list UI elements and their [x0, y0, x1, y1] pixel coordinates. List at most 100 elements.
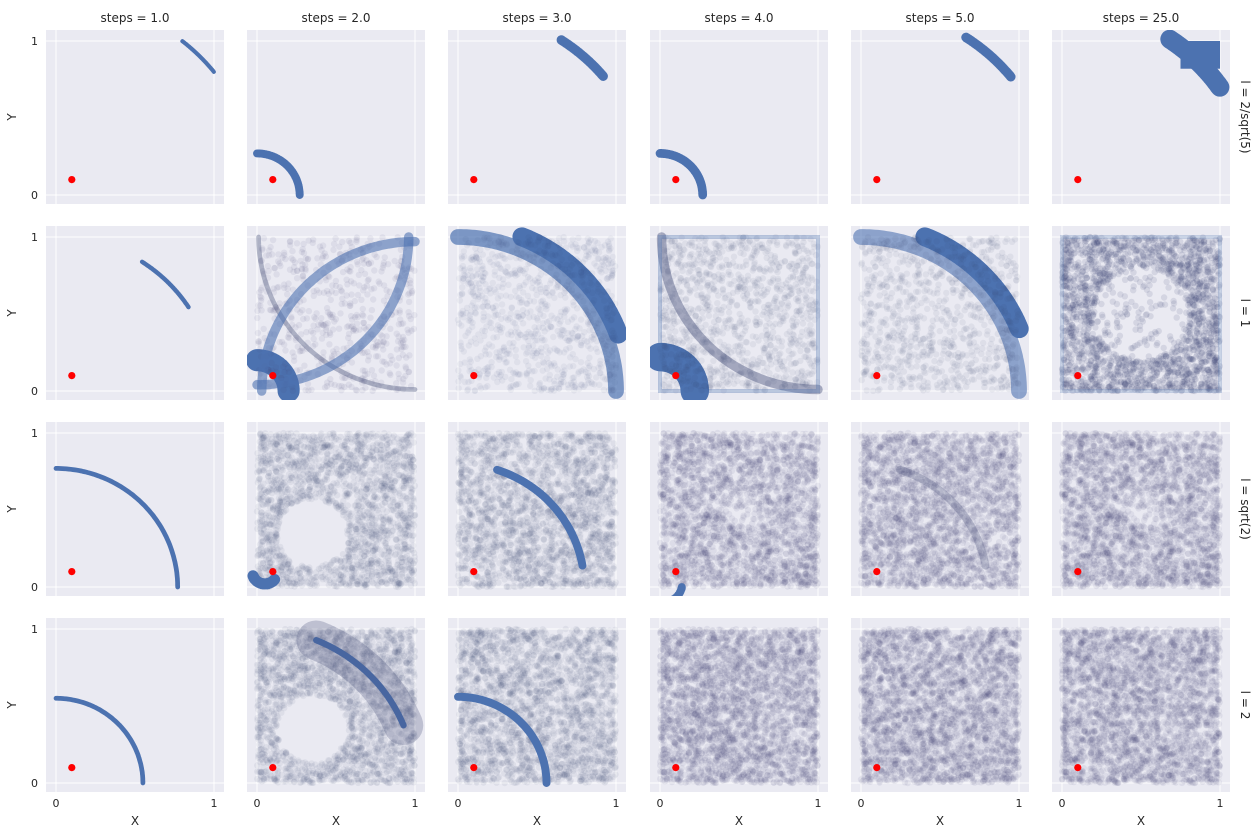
x-tick-label: 1 [815, 797, 822, 810]
y-tick-label: 1 [31, 35, 38, 48]
scatter-cloud [857, 429, 1023, 591]
panel-background [448, 618, 626, 792]
start-point-marker [470, 176, 478, 184]
panel-r2-c5 [1052, 422, 1230, 596]
panel-background [247, 422, 425, 596]
column-label: steps = 25.0 [1103, 11, 1180, 25]
row-label: l = 2/sqrt(5) [1238, 80, 1252, 153]
column-label: steps = 3.0 [503, 11, 572, 25]
x-axis-label: X [1137, 814, 1145, 827]
scatter-cloud [857, 625, 1023, 787]
scatter-cloud [656, 429, 822, 591]
y-axis-label: Y [5, 113, 19, 122]
scatter-cloud [656, 625, 822, 787]
x-tick-label: 1 [1217, 797, 1224, 810]
data-band [53, 466, 181, 590]
scatter-cloud [656, 233, 822, 394]
panel-background [46, 226, 224, 400]
start-point-marker [470, 372, 478, 380]
start-point-marker [269, 176, 277, 184]
data-band [1180, 41, 1220, 69]
scatter-cloud [454, 429, 620, 591]
x-tick-label: 0 [254, 797, 261, 810]
panel-background [46, 618, 224, 792]
scatter-cloud [454, 233, 620, 394]
panel-background [448, 422, 626, 596]
scatter-cloud [454, 625, 620, 787]
data-band [853, 229, 1027, 399]
y-axis-label: Y [5, 505, 19, 514]
x-tick-label: 1 [211, 797, 218, 810]
scatter-cloud [1058, 429, 1224, 591]
scatter-cloud [253, 625, 419, 787]
data-band [512, 227, 626, 344]
start-point-marker [672, 764, 680, 772]
start-point-marker [873, 764, 881, 772]
data-band [1060, 235, 1222, 393]
scatter-cloud [1058, 233, 1224, 395]
start-point-marker [1074, 372, 1082, 380]
data-band [450, 229, 624, 399]
panel-r3-c2: 0 1 X [448, 618, 626, 827]
data-band [650, 342, 710, 400]
x-axis-label: X [533, 814, 541, 827]
y-tick-label: 0 [31, 385, 38, 398]
panel-background [1052, 618, 1230, 792]
x-axis-label: X [131, 814, 139, 827]
start-point-marker [269, 568, 277, 576]
panel-background [247, 30, 425, 204]
panel-background [448, 30, 626, 204]
y-tick-label: 0 [31, 189, 38, 202]
panel-r1-c3 [650, 226, 828, 400]
start-point-marker [1074, 176, 1082, 184]
panel-r1-c5 [1052, 226, 1230, 400]
y-axis-label: Y [5, 309, 19, 318]
panel-r2-c0: 0 1 Y [5, 422, 224, 596]
x-tick-label: 1 [412, 797, 419, 810]
data-band [139, 259, 191, 310]
data-band [556, 35, 608, 81]
x-tick-label: 1 [613, 797, 620, 810]
scatter-cloud [253, 429, 419, 591]
panel-r2-c1 [247, 422, 425, 596]
x-tick-label: 0 [1059, 797, 1066, 810]
panel-r3-c0: 0 1 Y 0 1 X [5, 618, 224, 827]
panel-background [851, 422, 1029, 596]
scatter-cloud [1058, 625, 1224, 787]
data-band [915, 227, 1029, 339]
panel-background [1052, 422, 1230, 596]
data-band [180, 39, 216, 74]
data-band [671, 583, 686, 596]
data-band [296, 620, 424, 746]
row-label: l = sqrt(2) [1238, 478, 1252, 540]
y-tick-label: 1 [31, 623, 38, 636]
panel-r0-c0: 0 1 Y [5, 30, 224, 204]
data-band [53, 695, 146, 786]
start-point-marker [672, 568, 680, 576]
start-point-marker [470, 568, 478, 576]
panel-r0-c1 [247, 30, 425, 204]
data-band [256, 234, 418, 392]
panel-r1-c4 [851, 226, 1029, 400]
start-point-marker [68, 764, 76, 772]
data-band [896, 465, 990, 570]
data-band [493, 465, 587, 570]
start-point-marker [873, 372, 881, 380]
panel-background [851, 618, 1029, 792]
y-axis-label: Y [5, 701, 19, 710]
x-tick-label: 0 [53, 797, 60, 810]
column-label: steps = 4.0 [705, 11, 774, 25]
panel-r2-c4 [851, 422, 1029, 596]
start-point-marker [672, 372, 680, 380]
panel-r2-c2 [448, 422, 626, 596]
panel-r0-c4 [851, 30, 1029, 204]
x-axis-label: X [735, 814, 743, 827]
column-label: steps = 5.0 [906, 11, 975, 25]
panel-background [650, 618, 828, 792]
start-point-marker [68, 372, 76, 380]
data-band [313, 637, 407, 729]
start-point-marker [672, 176, 680, 184]
panel-background [46, 30, 224, 204]
start-point-marker [269, 764, 277, 772]
